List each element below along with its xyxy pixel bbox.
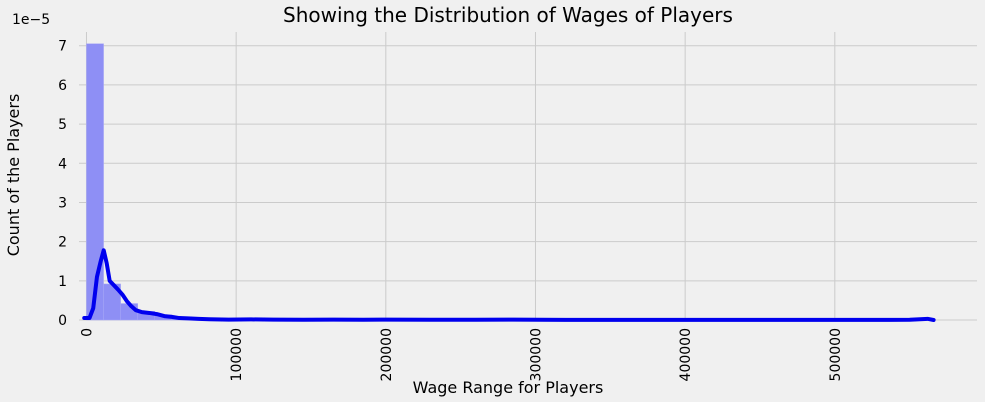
y-tick-label-4: 4	[58, 156, 67, 172]
y-tick-label-5: 5	[58, 117, 67, 133]
y-tick-label-3: 3	[58, 195, 67, 211]
x-tick-label-4: 400000	[678, 328, 694, 381]
y-tick-label-7: 7	[58, 39, 67, 55]
x-tick-label-3: 300000	[528, 328, 544, 381]
chart-title: Showing the Distribution of Wages of Pla…	[283, 3, 733, 27]
y-tick-label-6: 6	[58, 78, 67, 94]
kde-line-0	[82, 248, 936, 322]
x-tick-label-2: 200000	[379, 328, 395, 381]
x-tick-label-1: 100000	[229, 328, 245, 381]
histogram-bar-0	[86, 43, 104, 321]
y-tick-label-0: 0	[58, 313, 67, 329]
x-axis-label: Wage Range for Players	[413, 378, 604, 397]
histogram-bars	[86, 43, 923, 321]
grid-lines	[79, 32, 977, 321]
tick-labels: 0 1 2 3 4 5 6 7 0 100000 200000 300000 400000 500000	[58, 39, 844, 382]
x-tick-label-0: 0	[79, 328, 95, 337]
y-axis-label: Count of the Players	[4, 94, 23, 257]
y-tick-label-2: 2	[58, 235, 67, 251]
y-tick-label-1: 1	[58, 274, 67, 290]
kde-curve-layer	[82, 248, 936, 322]
x-tick-label-5: 500000	[828, 328, 844, 381]
y-axis-offset-label: 1e−5	[12, 12, 50, 28]
